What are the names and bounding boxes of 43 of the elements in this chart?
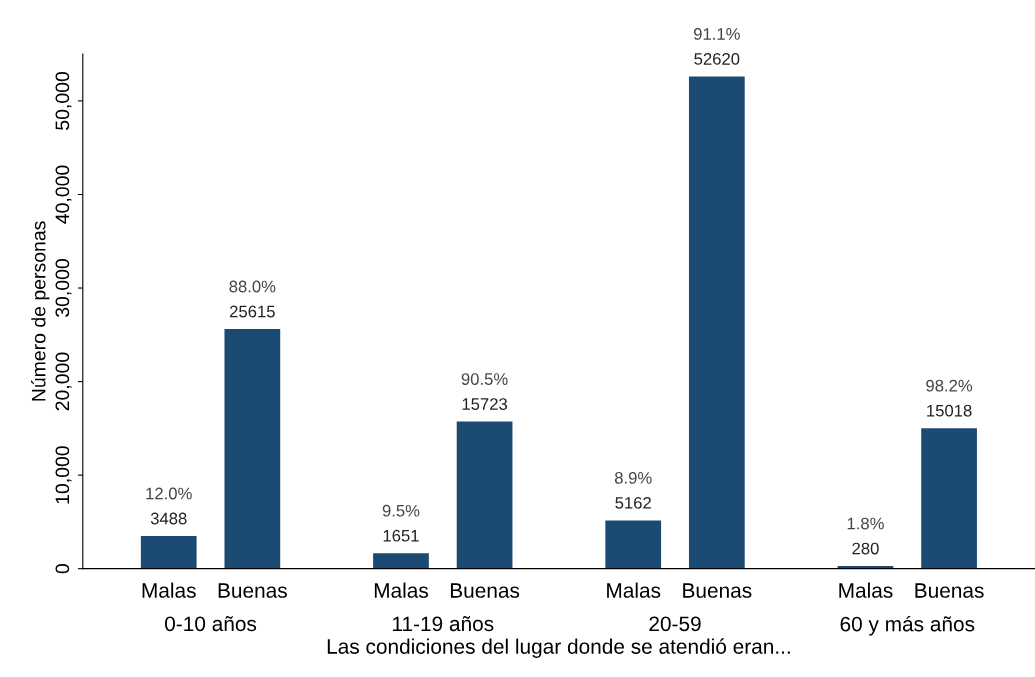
text: 91.1% xyxy=(693,27,740,40)
bar xyxy=(373,553,429,569)
text: Buenas xyxy=(915,583,984,598)
series-label: Buenas xyxy=(218,583,287,598)
text: Malas xyxy=(374,582,429,598)
bar xyxy=(224,329,281,569)
text: Malas xyxy=(839,582,893,598)
text: Buenas xyxy=(450,583,520,598)
y-tick-label: 50,000 xyxy=(55,71,72,130)
y-tick-label: 20,000 xyxy=(55,352,72,411)
x-tick-label: 0-10 años xyxy=(165,616,257,632)
text: Malas xyxy=(607,582,661,598)
annotation: 9.5% xyxy=(382,504,420,517)
annotation: 90.5% xyxy=(461,373,508,385)
annotation: 1.8% xyxy=(847,517,884,530)
bar xyxy=(456,421,513,569)
bar xyxy=(605,520,662,569)
data-label: 15018 xyxy=(927,404,972,417)
data-label: 25615 xyxy=(230,305,275,318)
data-label: 5162 xyxy=(615,496,651,509)
data-label: 3488 xyxy=(150,512,187,525)
bar xyxy=(688,76,745,569)
y-tick-label: 30,000 xyxy=(55,259,72,318)
y-tick-label: 0 xyxy=(55,564,70,574)
y-tick-label: 10,000 xyxy=(55,446,72,504)
y-axis-title: Número de personas xyxy=(31,221,50,401)
bar xyxy=(921,428,977,569)
series-label: Malas xyxy=(142,582,196,598)
annotation: 88.0% xyxy=(229,280,276,293)
data-label: 52620 xyxy=(694,52,740,65)
x-tick-label: 11-19 años xyxy=(393,616,494,632)
x-tick-label: 60 y más años xyxy=(840,615,975,636)
data-label: 15723 xyxy=(462,398,508,410)
annotation: 8.9% xyxy=(614,471,652,484)
x-tick-label: 20-59 xyxy=(649,616,701,632)
data-label: 1651 xyxy=(383,529,419,542)
text: Buenas xyxy=(683,583,752,598)
data-label: 280 xyxy=(852,542,879,555)
x-axis-title: Las condiciones del lugar donde se atendió eran... xyxy=(327,638,790,659)
annotation: 12.0% xyxy=(146,487,192,500)
bar xyxy=(140,536,197,569)
y-tick-label: 40,000 xyxy=(55,165,72,224)
annotation: 98.2% xyxy=(926,379,973,392)
